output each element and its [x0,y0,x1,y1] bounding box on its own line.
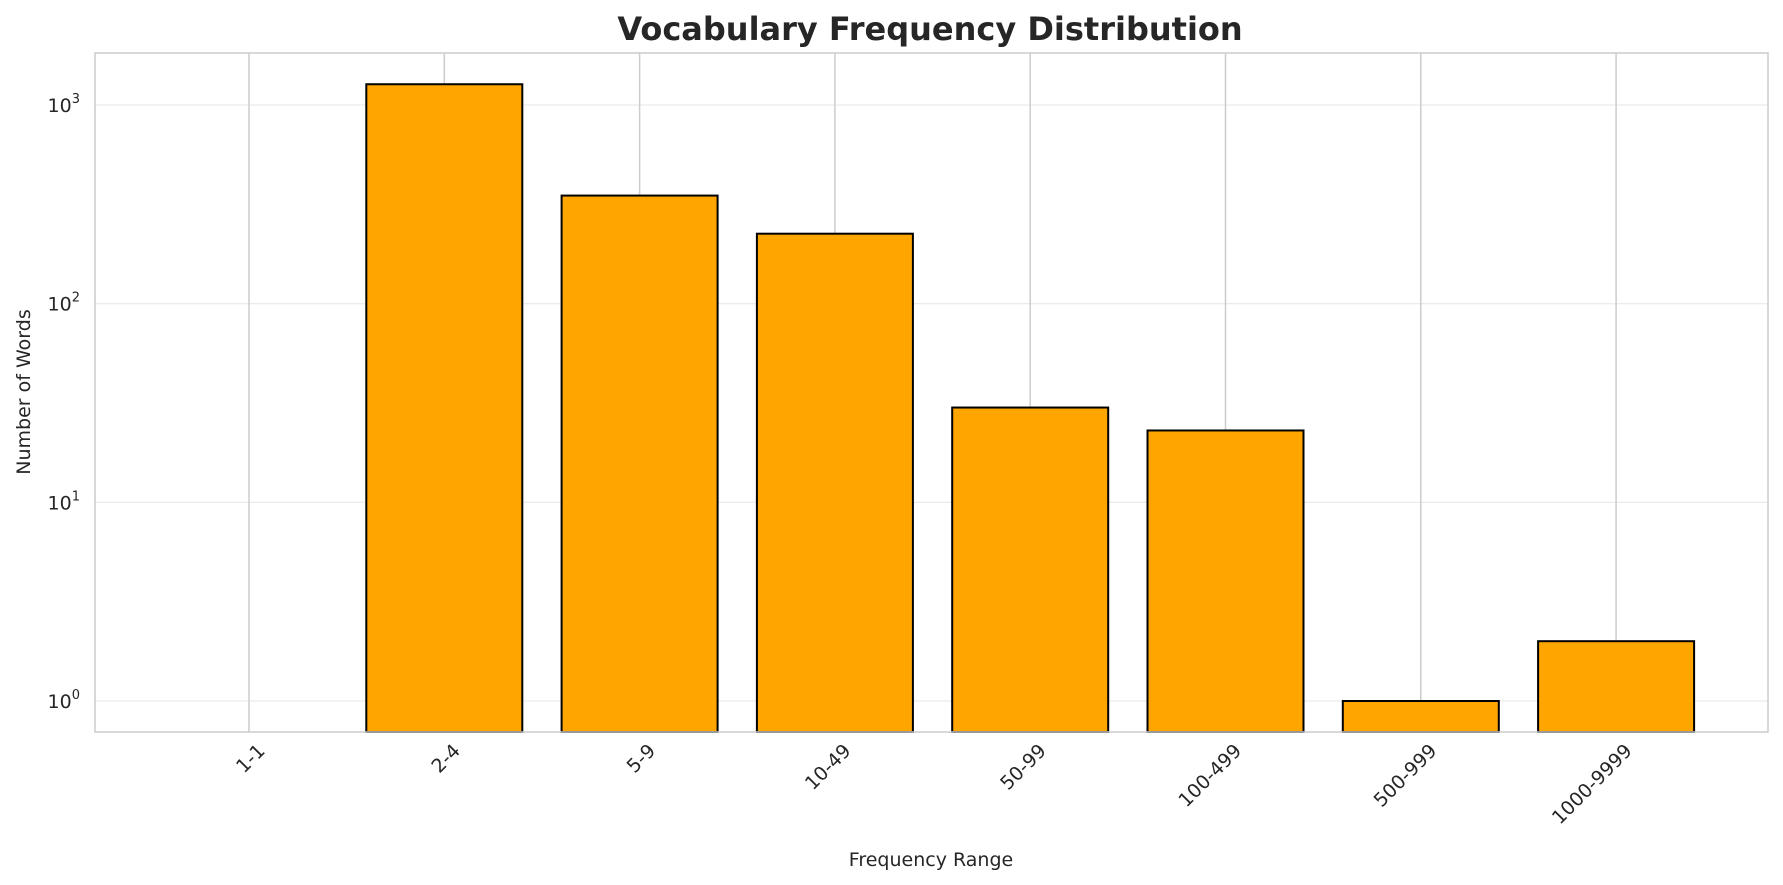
plot-frame [94,52,1769,733]
bars [365,83,1696,734]
bar-100-499 [1146,429,1305,733]
x-axis-label: Frequency Range [849,849,1013,871]
chart-title: Vocabulary Frequency Distribution [617,10,1242,48]
x-tick-label: 50-99 [996,740,1051,795]
y-tick-label: 100 [48,688,80,713]
bar-1000-9999 [1537,640,1696,733]
x-tick-label: 500-999 [1370,740,1442,812]
y-axis-label: Number of Words [13,309,35,474]
x-tick-label: 100-499 [1174,740,1246,812]
bar-500-999 [1341,700,1500,733]
x-tick-label: 2-4 [427,740,465,778]
y-tick-label: 101 [48,489,80,514]
bar-2-4 [365,83,524,734]
y-tick-label: 103 [48,92,80,117]
x-tick-label: 1-1 [232,740,270,778]
bar-50-99 [951,406,1110,733]
y-tick-label: 102 [48,291,80,316]
bar-10-49 [755,232,914,733]
x-tick-label: 10-49 [801,740,856,795]
x-tick-label: 5-9 [623,740,661,778]
grid [95,53,1768,732]
y-tick-labels: 100 101 102 103 [48,92,80,713]
x-tick-label: 1000-9999 [1548,740,1637,829]
bar-5-9 [560,194,719,733]
x-tick-labels: 1-1 2-4 5-9 10-49 50-99 100-499 500-999 1000-99… [232,740,1637,829]
